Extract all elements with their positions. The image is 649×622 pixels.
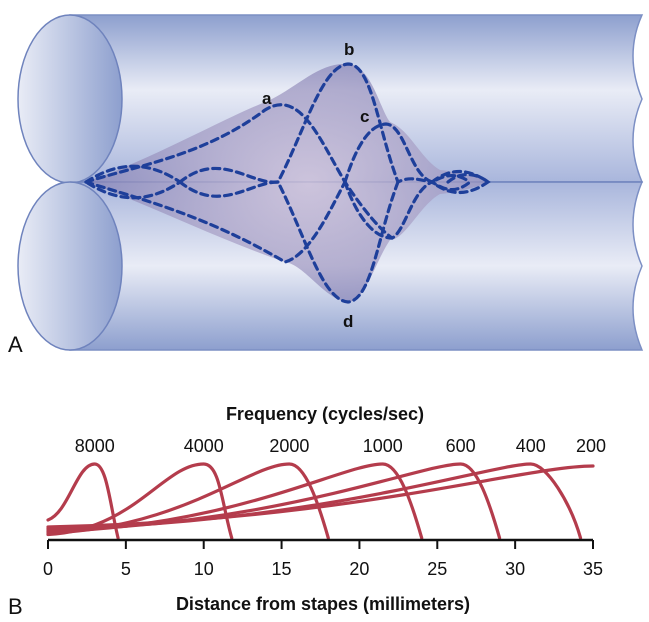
wave-label-c: c <box>360 107 369 126</box>
x-tick-label-35: 35 <box>583 559 603 579</box>
x-tick-label-30: 30 <box>505 559 525 579</box>
curve-1000-hz <box>46 462 424 540</box>
panel-b: Frequency (cycles/sec) 8000 4000 2000 1000 6… <box>8 404 606 619</box>
panel-a: a b c d A <box>8 14 644 357</box>
x-axis-label: Distance from stapes (millimeters) <box>176 594 470 614</box>
curve-2000-hz <box>46 462 330 540</box>
curve-400-hz <box>46 462 583 540</box>
frequency-label-8000: 8000 <box>75 436 115 456</box>
wave-curve-c <box>343 122 472 184</box>
frequency-label-200: 200 <box>576 436 606 456</box>
frequency-label-2000: 2000 <box>269 436 309 456</box>
x-tick-label-25: 25 <box>427 559 447 579</box>
wave-label-d: d <box>343 312 353 331</box>
frequency-label-4000: 4000 <box>184 436 224 456</box>
wave-curve-a-upper <box>84 103 394 240</box>
wave-curve-a-lower <box>84 180 347 264</box>
lower-tube-opening <box>17 181 123 351</box>
panel-label-b: B <box>8 594 23 619</box>
frequency-label-400: 400 <box>516 436 546 456</box>
chart-title: Frequency (cycles/sec) <box>226 404 424 424</box>
x-tick-label-0: 0 <box>43 559 53 579</box>
x-axis-ticks: 0 5 10 15 20 25 30 35 <box>43 540 603 579</box>
wave-label-a: a <box>262 89 272 108</box>
wave-curve-d <box>178 180 400 304</box>
upper-tube-opening <box>17 14 123 184</box>
x-tick-label-15: 15 <box>272 559 292 579</box>
wave-curve-c-lower <box>343 180 472 240</box>
wave-label-b: b <box>344 40 354 59</box>
x-tick-label-5: 5 <box>121 559 131 579</box>
frequency-label-1000: 1000 <box>363 436 403 456</box>
wave-curve-tail <box>84 164 491 200</box>
frequency-label-600: 600 <box>446 436 476 456</box>
x-tick-label-10: 10 <box>194 559 214 579</box>
curve-200-hz <box>46 464 595 529</box>
x-tick-label-20: 20 <box>349 559 369 579</box>
panel-label-a: A <box>8 332 23 357</box>
curve-4000-hz <box>46 462 234 540</box>
frequency-labels: 8000 4000 2000 1000 600 400 200 <box>75 436 606 456</box>
frequency-curves <box>46 462 595 540</box>
curve-8000-hz <box>46 462 120 540</box>
